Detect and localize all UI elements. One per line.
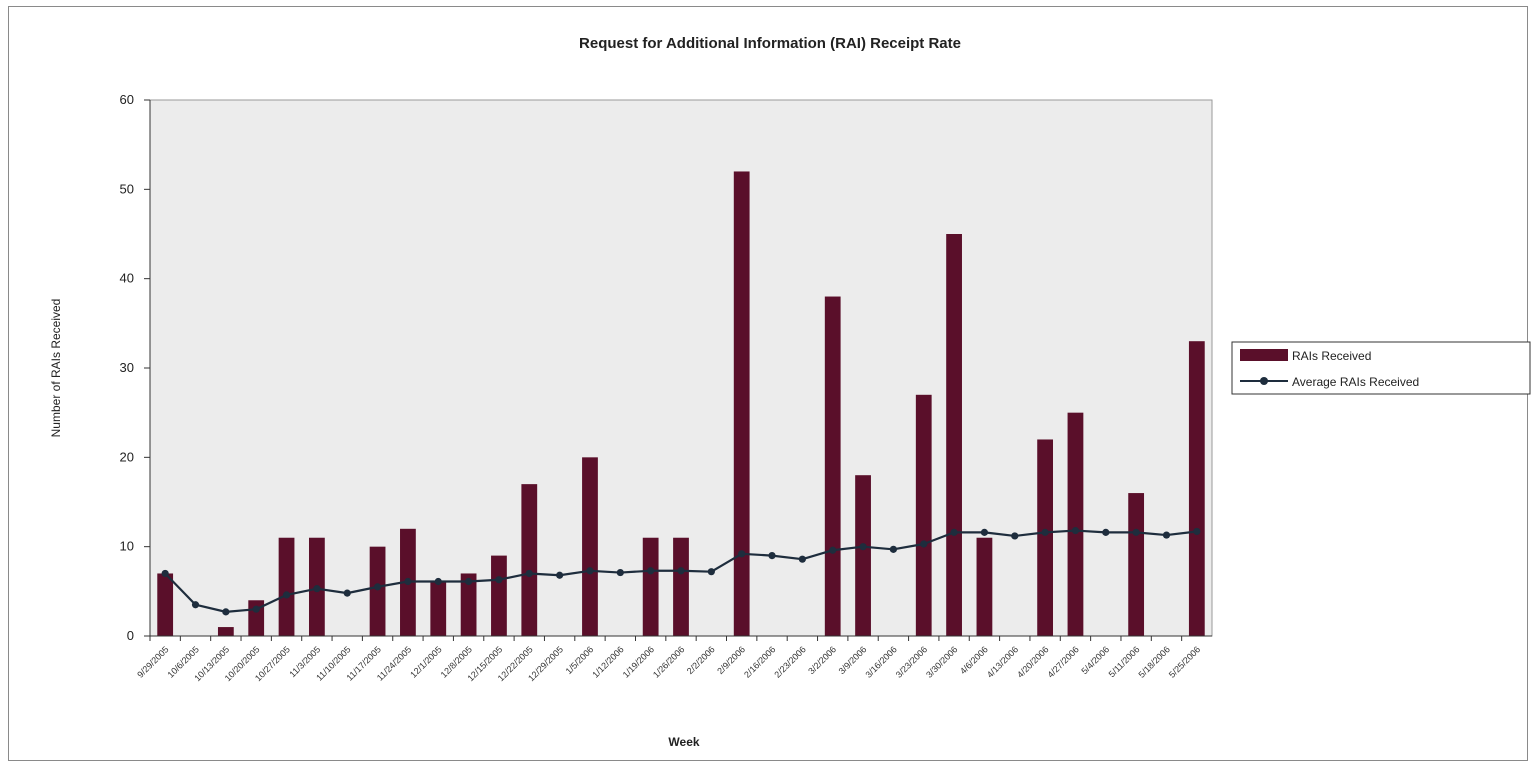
average-point xyxy=(373,583,382,591)
x-tick-label: 12/1/2005 xyxy=(408,644,443,679)
x-tick-label: 5/11/2006 xyxy=(1107,644,1142,679)
average-point xyxy=(404,577,412,586)
x-tick-label: 3/2/2006 xyxy=(806,644,838,676)
average-point xyxy=(1071,526,1080,535)
average-point xyxy=(647,567,655,575)
average-point xyxy=(343,589,351,597)
x-tick-label: 4/27/2006 xyxy=(1045,644,1080,679)
bar xyxy=(1188,341,1205,636)
y-tick-label: 40 xyxy=(120,271,134,286)
x-tick-label: 4/13/2006 xyxy=(985,644,1020,679)
bar xyxy=(491,555,507,636)
y-tick-label: 20 xyxy=(120,449,134,464)
bar xyxy=(521,484,538,636)
average-point xyxy=(465,577,473,586)
average-point xyxy=(252,605,260,613)
y-tick-label: 60 xyxy=(120,92,134,107)
bar xyxy=(430,582,447,636)
average-point xyxy=(889,545,898,553)
x-tick-label: 2/23/2006 xyxy=(772,644,807,679)
bar xyxy=(157,573,174,636)
bar xyxy=(278,537,295,636)
average-point xyxy=(1132,528,1140,536)
legend: RAIs Received Average RAIs Received xyxy=(1231,341,1531,395)
bar xyxy=(824,296,841,636)
average-point xyxy=(434,577,442,586)
average-point xyxy=(1162,531,1171,539)
bar xyxy=(1037,439,1054,636)
y-axis-title: Number of RAIs Received xyxy=(49,299,63,438)
bar-series xyxy=(157,171,1205,636)
legend-label-rais-received: RAIs Received xyxy=(1292,349,1371,363)
average-point xyxy=(950,528,958,536)
x-tick-label: 1/26/2006 xyxy=(651,644,686,679)
average-line-series xyxy=(161,526,1201,616)
x-tick-label: 1/19/2006 xyxy=(621,644,656,679)
average-point xyxy=(222,608,230,616)
average-point xyxy=(768,552,776,560)
bar xyxy=(369,546,386,636)
average-point xyxy=(556,571,564,579)
bar xyxy=(915,394,932,636)
average-point xyxy=(586,567,594,575)
bar xyxy=(460,573,477,636)
y-tick-label: 30 xyxy=(120,360,134,375)
x-tick-label: 2/16/2006 xyxy=(742,644,777,679)
x-tick-label: 3/30/2006 xyxy=(924,644,959,679)
average-point xyxy=(707,568,715,576)
average-point xyxy=(829,546,837,554)
average-point xyxy=(525,569,533,578)
bar xyxy=(976,537,993,636)
y-tick-label: 50 xyxy=(120,181,134,196)
bar xyxy=(673,537,689,636)
bar xyxy=(733,171,750,636)
average-point xyxy=(1193,527,1201,536)
bar xyxy=(642,537,659,636)
average-point xyxy=(1102,528,1110,536)
x-tick-label: 5/25/2006 xyxy=(1167,644,1202,679)
average-point xyxy=(677,567,685,575)
x-tick-label: 5/18/2006 xyxy=(1137,644,1172,679)
x-tick-label: 3/16/2006 xyxy=(863,644,898,679)
average-point xyxy=(191,601,200,609)
average-point xyxy=(1011,532,1019,540)
x-tick-label: 3/23/2006 xyxy=(894,644,929,679)
chart-title: Request for Additional Information (RAI)… xyxy=(579,35,961,52)
average-point xyxy=(920,540,928,548)
y-tick-label: 0 xyxy=(127,628,134,643)
average-point xyxy=(161,569,169,578)
average-point xyxy=(859,543,867,551)
bar xyxy=(217,627,234,636)
average-point xyxy=(616,568,624,577)
average-point xyxy=(495,576,503,584)
average-point xyxy=(313,585,321,593)
x-tick-label: 2/2/2006 xyxy=(685,644,717,676)
legend-bar-swatch xyxy=(1240,349,1288,361)
average-point xyxy=(980,528,989,536)
x-tick-label: 4/20/2006 xyxy=(1015,644,1050,679)
bar xyxy=(582,457,598,636)
y-axis: 0 10 20 30 40 50 60 xyxy=(120,92,151,643)
y-tick-label: 10 xyxy=(120,539,134,554)
average-point xyxy=(1041,528,1049,536)
x-tick-label: 9/29/2005 xyxy=(135,644,170,679)
average-point xyxy=(738,550,746,558)
x-axis-title: Week xyxy=(668,735,699,749)
legend-line-marker xyxy=(1260,377,1268,385)
bar xyxy=(1128,493,1145,636)
x-axis: 9/29/200510/6/200510/13/200510/20/200510… xyxy=(135,635,1212,683)
bar xyxy=(946,234,962,636)
x-tick-label: 1/12/2006 xyxy=(590,644,625,679)
bar xyxy=(1067,412,1084,636)
bar xyxy=(855,475,871,636)
average-point xyxy=(282,591,291,599)
legend-label-average: Average RAIs Received xyxy=(1292,375,1419,389)
average-point xyxy=(798,555,806,563)
